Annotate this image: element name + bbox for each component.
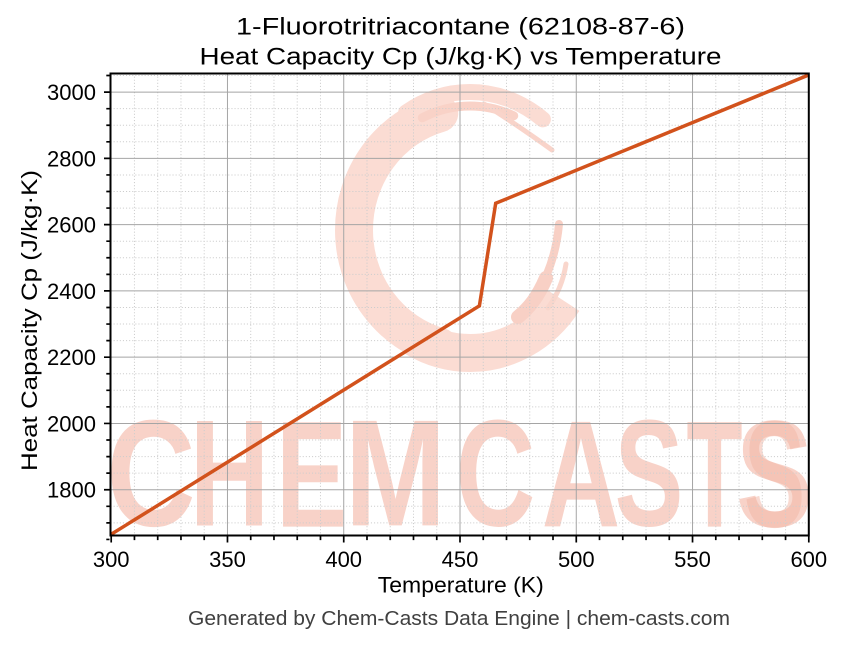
svg-text:Heat Capacity Cp (J/kg·K) vs T: Heat Capacity Cp (J/kg·K) vs Temperature xyxy=(200,44,722,71)
svg-text:500: 500 xyxy=(558,547,595,572)
svg-text:H: H xyxy=(190,389,270,558)
svg-text:M: M xyxy=(345,390,446,559)
svg-text:2800: 2800 xyxy=(47,146,96,171)
svg-text:S: S xyxy=(744,389,805,560)
svg-text:2600: 2600 xyxy=(47,213,96,238)
svg-text:450: 450 xyxy=(442,547,479,572)
svg-text:2200: 2200 xyxy=(47,345,96,370)
svg-text:350: 350 xyxy=(209,547,246,572)
svg-text:400: 400 xyxy=(325,547,362,572)
svg-text:E: E xyxy=(276,389,347,559)
svg-text:S: S xyxy=(615,390,684,558)
svg-text:Heat Capacity Cp (J/kg·K): Heat Capacity Cp (J/kg·K) xyxy=(17,170,42,471)
svg-text:A: A xyxy=(542,389,620,558)
svg-text:600: 600 xyxy=(790,547,827,572)
svg-text:2000: 2000 xyxy=(47,412,96,437)
svg-text:1-Fluorotritriacontane (62108-: 1-Fluorotritriacontane (62108-87-6) xyxy=(236,13,685,40)
svg-text:Generated by Chem-Casts Data E: Generated by Chem-Casts Data Engine | ch… xyxy=(188,608,730,630)
svg-text:300: 300 xyxy=(93,547,130,572)
svg-text:S: S xyxy=(736,389,813,559)
svg-text:3000: 3000 xyxy=(47,80,96,105)
svg-text:550: 550 xyxy=(674,547,711,572)
svg-text:Temperature (K): Temperature (K) xyxy=(378,573,544,598)
svg-text:2400: 2400 xyxy=(47,279,96,304)
svg-text:T: T xyxy=(686,389,742,560)
svg-text:C: C xyxy=(106,389,195,558)
svg-text:C: C xyxy=(456,389,536,558)
svg-text:1800: 1800 xyxy=(47,478,96,503)
